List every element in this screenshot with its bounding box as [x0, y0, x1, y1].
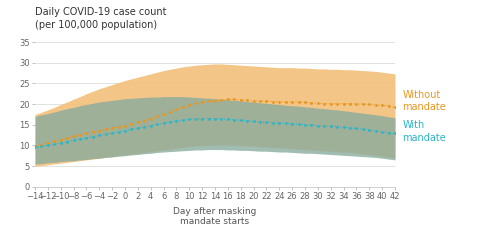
Text: With
mandate: With mandate — [402, 120, 446, 143]
Text: Daily COVID-19 case count
(per 100,000 population): Daily COVID-19 case count (per 100,000 p… — [35, 7, 166, 30]
Text: Without
mandate: Without mandate — [402, 90, 446, 112]
X-axis label: Day after masking
mandate starts: Day after masking mandate starts — [174, 207, 256, 225]
